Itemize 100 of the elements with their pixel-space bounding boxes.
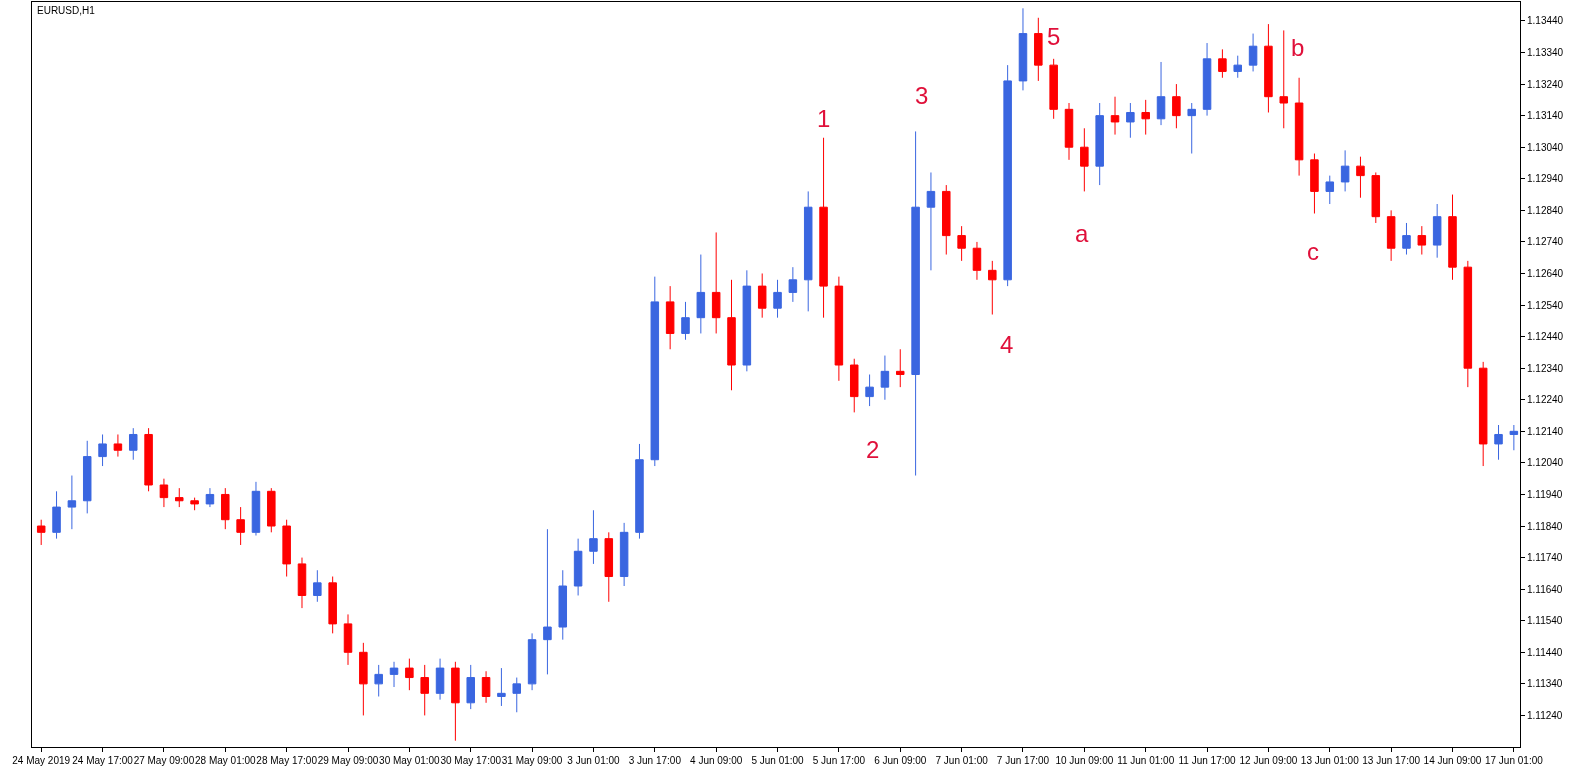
candlestick: [1310, 153, 1319, 214]
candlestick: [1294, 77, 1304, 177]
annotation: c: [1307, 238, 1319, 265]
y-tick-label: 1.11440: [1527, 646, 1563, 658]
candlestick: [374, 664, 383, 697]
candlestick: [1018, 7, 1028, 91]
candlestick: [665, 285, 675, 350]
x-tick-label: 24 May 2019: [12, 755, 71, 766]
annotation: 1: [817, 105, 831, 132]
y-tick-label: 1.12440: [1527, 331, 1564, 343]
candlestick: [1325, 175, 1335, 205]
candlestick: [1371, 171, 1381, 224]
x-tick-label: 5 Jun 01:00: [751, 755, 805, 766]
candlestick: [880, 355, 890, 401]
candlestick: [144, 427, 153, 492]
y-tick-label: 1.12840: [1527, 204, 1564, 216]
candlestick: [1080, 127, 1089, 192]
y-tick-label: 1.12240: [1527, 394, 1564, 406]
x-tick-label: 3 Jun 17:00: [628, 755, 682, 766]
candlestick: [236, 506, 245, 546]
candlestick: [957, 225, 966, 262]
candlestick: [911, 130, 920, 477]
candlestick: [405, 658, 414, 691]
candlestick: [267, 487, 276, 533]
x-tick-label: 7 Jun 01:00: [935, 755, 989, 766]
candlestick: [757, 272, 767, 319]
candlestick: [221, 487, 230, 530]
candlestick: [297, 557, 307, 609]
candlestick: [834, 276, 844, 382]
y-tick-label: 1.11940: [1527, 488, 1563, 500]
y-tick-label: 1.13340: [1527, 47, 1564, 59]
candlestick: [1478, 361, 1488, 467]
candlestick: [1494, 424, 1503, 461]
candlestick: [1402, 222, 1411, 256]
candlestick: [619, 522, 629, 587]
candlestick: [788, 266, 798, 303]
candlestick: [1463, 260, 1473, 388]
y-tick-label: 1.11340: [1527, 678, 1563, 690]
candlestick: [205, 487, 215, 508]
x-tick-label: 7 Jun 17:00: [996, 755, 1050, 766]
candlestick: [389, 661, 399, 688]
candlestick: [420, 664, 429, 716]
candlestick: [190, 497, 199, 511]
candlestick: [1233, 55, 1242, 79]
candlestick: [742, 269, 752, 372]
x-tick-label: 27 May 09:00: [133, 755, 195, 766]
x-tick-label: 13 Jun 01:00: [1300, 755, 1360, 766]
x-tick-label: 11 Jun 01:00: [1117, 755, 1175, 766]
x-tick-label: 6 Jun 09:00: [874, 755, 927, 766]
candlestick: [1356, 156, 1365, 199]
candlestick: [128, 427, 138, 461]
x-tick-label: 11 Jun 17:00: [1178, 755, 1237, 766]
annotation: 4: [1000, 331, 1014, 358]
x-tick-label: 13 Jun 17:00: [1362, 755, 1421, 766]
candlestick: [1003, 64, 1012, 287]
x-tick-label: 30 May 17:00: [440, 755, 502, 766]
candlestick: [635, 443, 644, 540]
x-tick-label: 24 May 17:00: [72, 755, 134, 766]
candlestick: [282, 519, 291, 578]
x-tick-label: 5 Jun 17:00: [812, 755, 866, 766]
candlestick: [98, 433, 107, 467]
x-tick-label: 17 Jun 01:00: [1484, 755, 1544, 766]
candlestick: [1126, 102, 1135, 139]
candlestick: [1448, 194, 1457, 281]
candlestick: [1218, 48, 1227, 79]
y-tick-label: 1.13440: [1527, 15, 1564, 27]
candlestick: [313, 569, 322, 603]
y-tick-label: 1.11540: [1527, 615, 1563, 627]
candlestick: [251, 481, 261, 536]
candlestick: [1141, 99, 1150, 136]
candlestick: [1279, 29, 1289, 129]
candlestick: [1264, 23, 1273, 113]
candlestick: [1095, 102, 1104, 186]
candlestick: [773, 279, 782, 319]
candlestick: [1386, 209, 1396, 262]
chart-title: EURUSD,H1: [37, 5, 96, 16]
candlestick: [865, 374, 874, 407]
candlestick: [497, 667, 506, 707]
annotation: 3: [915, 82, 929, 109]
annotation: 5: [1047, 23, 1061, 50]
candlestick: [1509, 424, 1519, 451]
candlestick: [1156, 61, 1166, 126]
candlestick: [650, 276, 660, 467]
y-tick-label: 1.12640: [1527, 267, 1564, 279]
candlestick: [512, 677, 522, 713]
candlestick: [527, 632, 537, 691]
candlestick: [451, 661, 460, 742]
candlestick: [849, 358, 859, 413]
x-tick-label: 12 Jun 09:00: [1239, 755, 1298, 766]
annotation: b: [1291, 34, 1305, 61]
candlestick: [359, 642, 368, 716]
candlestick: [696, 254, 706, 334]
candlestick: [113, 433, 123, 458]
candlestick: [589, 509, 598, 565]
y-tick-label: 1.11640: [1527, 583, 1563, 595]
y-tick-label: 1.11240: [1527, 709, 1563, 721]
x-tick-label: 28 May 17:00: [256, 755, 318, 766]
x-tick-label: 28 May 01:00: [194, 755, 257, 766]
candlestick: [1248, 33, 1258, 72]
candlestick: [988, 260, 997, 316]
